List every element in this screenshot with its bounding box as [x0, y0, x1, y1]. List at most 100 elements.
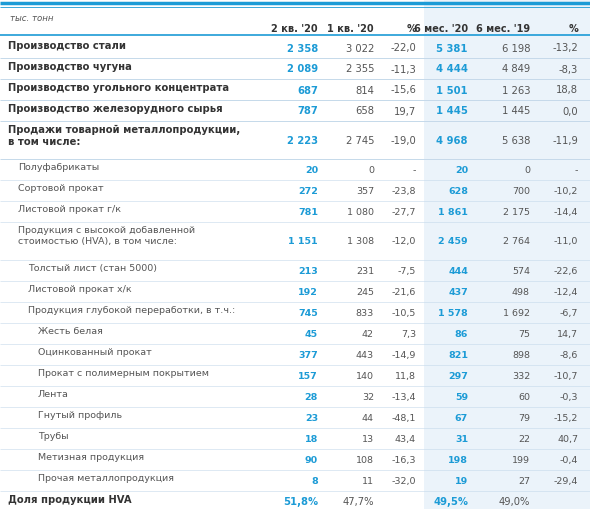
- Text: Трубы: Трубы: [38, 431, 68, 440]
- Text: 49,5%: 49,5%: [433, 496, 468, 506]
- Text: 0: 0: [368, 165, 374, 175]
- Text: 5 638: 5 638: [502, 136, 530, 146]
- Text: -: -: [575, 165, 578, 175]
- Text: 1 861: 1 861: [438, 208, 468, 216]
- Text: -: -: [412, 165, 416, 175]
- Text: 192: 192: [298, 288, 318, 296]
- Text: -19,0: -19,0: [390, 136, 416, 146]
- Text: 1 кв. '20: 1 кв. '20: [327, 24, 374, 34]
- Text: 444: 444: [448, 267, 468, 275]
- Text: 108: 108: [356, 455, 374, 464]
- Text: 31: 31: [455, 434, 468, 443]
- Text: 13: 13: [362, 434, 374, 443]
- Text: -0,3: -0,3: [559, 392, 578, 401]
- Text: -22,6: -22,6: [553, 267, 578, 275]
- Text: 6 мес. '20: 6 мес. '20: [414, 24, 468, 34]
- Text: -13,4: -13,4: [392, 392, 416, 401]
- Text: 67: 67: [455, 413, 468, 422]
- Text: 4 849: 4 849: [502, 64, 530, 74]
- Text: 47,7%: 47,7%: [343, 496, 374, 506]
- Text: -10,2: -10,2: [553, 187, 578, 195]
- Text: Продажи товарной металлопродукции,
в том числе:: Продажи товарной металлопродукции, в том…: [8, 125, 240, 147]
- Text: -13,2: -13,2: [552, 43, 578, 53]
- Text: 11: 11: [362, 476, 374, 485]
- Text: 2 кв. '20: 2 кв. '20: [271, 24, 318, 34]
- Text: 498: 498: [512, 288, 530, 296]
- Text: 90: 90: [305, 455, 318, 464]
- Text: Доля продукции HVA: Доля продукции HVA: [8, 494, 132, 504]
- Text: 781: 781: [298, 208, 318, 216]
- Text: 2 358: 2 358: [287, 43, 318, 53]
- Text: 1 578: 1 578: [438, 308, 468, 318]
- Text: 198: 198: [448, 455, 468, 464]
- Text: 814: 814: [355, 86, 374, 95]
- Text: Лента: Лента: [38, 389, 69, 398]
- Text: -10,7: -10,7: [553, 371, 578, 380]
- Text: 2 745: 2 745: [346, 136, 374, 146]
- Text: %: %: [568, 24, 578, 34]
- Text: 1 445: 1 445: [436, 106, 468, 116]
- Text: -29,4: -29,4: [553, 476, 578, 485]
- Text: 49,0%: 49,0%: [499, 496, 530, 506]
- Text: 199: 199: [512, 455, 530, 464]
- Text: -10,5: -10,5: [392, 308, 416, 318]
- Text: 11,8: 11,8: [395, 371, 416, 380]
- Text: 32: 32: [362, 392, 374, 401]
- Text: 86: 86: [455, 329, 468, 338]
- Text: -0,4: -0,4: [560, 455, 578, 464]
- Text: %: %: [407, 24, 416, 34]
- Text: 45: 45: [305, 329, 318, 338]
- Text: Полуфабрикаты: Полуфабрикаты: [18, 163, 99, 172]
- Text: 437: 437: [448, 288, 468, 296]
- Text: 0,0: 0,0: [562, 106, 578, 116]
- Text: 6 198: 6 198: [502, 43, 530, 53]
- Text: 28: 28: [304, 392, 318, 401]
- Text: -11,3: -11,3: [390, 64, 416, 74]
- Text: Прокат с полимерным покрытием: Прокат с полимерным покрытием: [38, 369, 209, 377]
- Text: 2 223: 2 223: [287, 136, 318, 146]
- Text: Листовой прокат г/к: Листовой прокат г/к: [18, 205, 121, 214]
- Text: 1 445: 1 445: [502, 106, 530, 116]
- Text: -12,0: -12,0: [392, 237, 416, 246]
- Text: 4 968: 4 968: [437, 136, 468, 146]
- Text: Производство чугуна: Производство чугуна: [8, 62, 132, 72]
- Text: 1 692: 1 692: [503, 308, 530, 318]
- Text: Гнутый профиль: Гнутый профиль: [38, 410, 122, 419]
- Text: 3 022: 3 022: [346, 43, 374, 53]
- Text: Продукция глубокой переработки, в т.ч.:: Продукция глубокой переработки, в т.ч.:: [28, 305, 235, 315]
- Text: 140: 140: [356, 371, 374, 380]
- Text: 787: 787: [297, 106, 318, 116]
- Text: 1 080: 1 080: [347, 208, 374, 216]
- Text: 1 308: 1 308: [347, 237, 374, 246]
- Text: 51,8%: 51,8%: [283, 496, 318, 506]
- Text: 23: 23: [305, 413, 318, 422]
- Text: 75: 75: [518, 329, 530, 338]
- Text: 213: 213: [299, 267, 318, 275]
- Text: 7,3: 7,3: [401, 329, 416, 338]
- Text: Прочая металлопродукция: Прочая металлопродукция: [38, 473, 174, 482]
- Text: 0: 0: [524, 165, 530, 175]
- Text: 42: 42: [362, 329, 374, 338]
- Text: Жесть белая: Жесть белая: [38, 326, 103, 335]
- Bar: [424, 0, 590, 509]
- Text: 27: 27: [518, 476, 530, 485]
- Text: -15,6: -15,6: [390, 86, 416, 95]
- Text: Производство железорудного сырья: Производство железорудного сырья: [8, 104, 222, 114]
- Text: 18: 18: [304, 434, 318, 443]
- Text: 357: 357: [356, 187, 374, 195]
- Text: -6,7: -6,7: [560, 308, 578, 318]
- Text: 20: 20: [455, 165, 468, 175]
- Text: Толстый лист (стан 5000): Толстый лист (стан 5000): [28, 264, 157, 272]
- Text: -14,9: -14,9: [392, 350, 416, 359]
- Text: 6 мес. '19: 6 мес. '19: [476, 24, 530, 34]
- Text: 898: 898: [512, 350, 530, 359]
- Text: -48,1: -48,1: [392, 413, 416, 422]
- Text: 574: 574: [512, 267, 530, 275]
- Text: -21,6: -21,6: [392, 288, 416, 296]
- Text: 628: 628: [448, 187, 468, 195]
- Text: 4 444: 4 444: [436, 64, 468, 74]
- Text: -32,0: -32,0: [392, 476, 416, 485]
- Text: -15,2: -15,2: [553, 413, 578, 422]
- Text: 658: 658: [355, 106, 374, 116]
- Text: 231: 231: [356, 267, 374, 275]
